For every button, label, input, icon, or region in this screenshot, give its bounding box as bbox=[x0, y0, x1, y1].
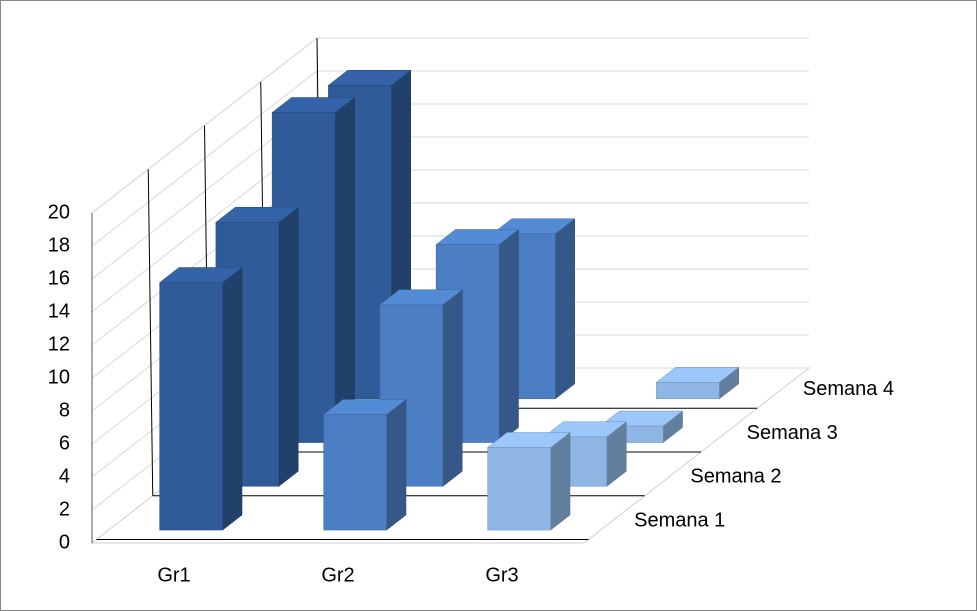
depth-label: Semana 1 bbox=[634, 509, 725, 531]
x-tick-label: Gr1 bbox=[157, 564, 190, 586]
y-tick-label: 10 bbox=[48, 366, 70, 388]
depth-label: Semana 4 bbox=[803, 378, 894, 400]
bar-side bbox=[334, 96, 355, 444]
y-tick-label: 0 bbox=[59, 531, 70, 553]
bar-side bbox=[555, 218, 575, 400]
y-tick-label: 20 bbox=[48, 201, 70, 223]
bar-side bbox=[386, 398, 407, 531]
y-tick-label: 4 bbox=[59, 465, 70, 487]
bar-side bbox=[278, 206, 299, 487]
wall-line bbox=[147, 169, 154, 496]
x-tick-label: Gr3 bbox=[485, 564, 518, 586]
x-tick-label: Gr2 bbox=[321, 564, 354, 586]
y-tick-label: 16 bbox=[48, 267, 70, 289]
bar bbox=[323, 414, 387, 531]
bar-side bbox=[442, 289, 463, 487]
bar-side bbox=[222, 266, 243, 531]
bar bbox=[487, 447, 551, 531]
depth-label: Semana 2 bbox=[690, 466, 781, 488]
depth-label: Semana 3 bbox=[747, 422, 838, 444]
bar bbox=[656, 382, 720, 400]
bar-side bbox=[498, 228, 519, 444]
bar-side bbox=[550, 431, 571, 531]
y-tick-label: 18 bbox=[48, 234, 70, 256]
y-tick-label: 8 bbox=[59, 399, 70, 421]
bar bbox=[159, 282, 223, 531]
y-tick-label: 2 bbox=[59, 498, 70, 520]
y-tick-label: 6 bbox=[59, 432, 70, 454]
y-tick-label: 12 bbox=[48, 333, 70, 355]
y-tick-label: 14 bbox=[48, 300, 70, 322]
